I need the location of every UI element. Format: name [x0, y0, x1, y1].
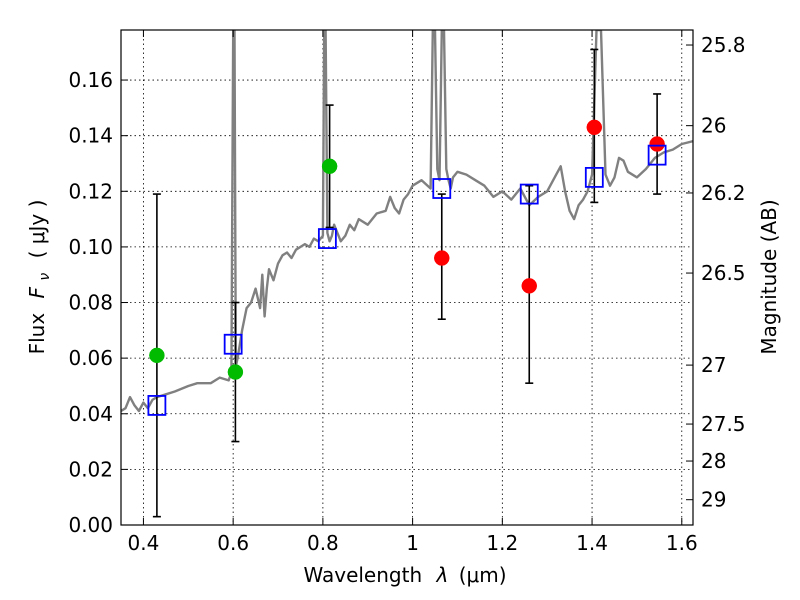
y-tick-label: 0.06: [68, 346, 113, 370]
x-tick-label: 1.2: [486, 531, 518, 555]
secondary-y-axis-label: Magnitude (AB): [757, 199, 781, 354]
y-axis-label-unit: ( μJy ): [25, 200, 49, 259]
x-tick-label: 1: [406, 531, 419, 555]
plot-frame: [120, 29, 694, 526]
model-square-marker: [584, 166, 604, 188]
x-axis-label: Wavelength λ (μm): [303, 563, 506, 587]
y2-tick-label: 27: [701, 353, 726, 377]
x-tick-label: 0.6: [217, 531, 249, 555]
x-tick-label: 1.6: [666, 531, 698, 555]
grid-lines: [121, 30, 693, 526]
spectrum-layer: [121, 30, 693, 413]
model-square-marker: [317, 228, 337, 249]
x-axis-label-unit: (μm): [459, 563, 507, 587]
x-tick-label: 0.8: [307, 531, 339, 555]
y2-tick-label: 29: [701, 488, 726, 512]
y-tick-label: 0.12: [68, 179, 113, 203]
y-tick-label: 0.14: [68, 124, 113, 148]
photometry-point: [521, 278, 538, 294]
y-axis-label-subscript: ν: [37, 273, 53, 281]
photometry-point: [586, 119, 603, 136]
model-square-marker: [147, 395, 167, 416]
y-tick-label: 0.02: [68, 457, 113, 481]
y2-tick-label: 26: [701, 114, 726, 138]
y-axis-label-symbol: F: [25, 286, 49, 298]
y-tick-label: 0.16: [68, 68, 113, 92]
y-axis-label: Flux F ν ( μJy ): [25, 200, 54, 355]
photometry-point: [149, 347, 165, 364]
photometry-point: [649, 136, 665, 152]
model-square-marker: [647, 144, 667, 166]
axis-ticks: 0.4 0.6 0.8 1 1.2 1.4 1.6 0.00 0.02 0.04 0.06 0.08 0…: [68, 30, 746, 555]
y2-tick-label: 27.5: [701, 412, 746, 436]
y-tick-label: 0.04: [68, 402, 113, 426]
y-axis-label-prefix: Flux: [25, 313, 49, 355]
y2-tick-label: 28: [701, 449, 726, 473]
y-tick-label: 0.00: [68, 513, 113, 537]
photometry-point: [434, 250, 450, 266]
x-tick-label: 1.4: [576, 531, 608, 555]
y2-tick-label: 25.8: [701, 33, 746, 57]
data-points: [147, 48, 667, 518]
model-square-marker: [519, 183, 539, 205]
spectrum-line: [121, 30, 693, 413]
y2-tick-label: 26.2: [701, 181, 746, 205]
y-tick-label: 0.10: [68, 235, 113, 259]
photometry-point: [227, 364, 244, 380]
y2-tick-label: 26.5: [701, 261, 746, 285]
y-tick-label: 0.08: [68, 291, 113, 315]
model-square-marker: [223, 333, 243, 355]
photometry-point: [321, 158, 338, 175]
x-tick-label: 0.4: [128, 531, 160, 555]
x-axis-label-prefix: Wavelength: [303, 563, 422, 587]
x-axis-label-symbol: λ: [436, 563, 449, 587]
model-square-marker: [432, 178, 452, 199]
